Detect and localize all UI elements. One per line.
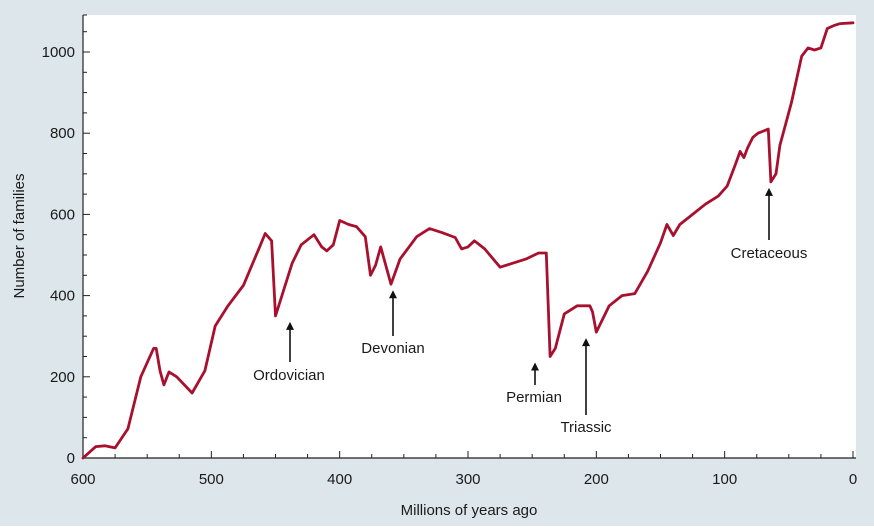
x-tick-label: 600 — [70, 471, 95, 488]
annotation-label: Triassic — [560, 419, 612, 436]
series-layer — [81, 21, 855, 460]
annotations: Ordovician Devonian Permian Triassic Cretace… — [253, 187, 808, 436]
x-tick-label: 100 — [712, 471, 737, 488]
x-tick-label: 400 — [327, 471, 352, 488]
x-tick-label: 300 — [455, 471, 480, 488]
annotation-label: Ordovician — [253, 367, 325, 384]
annotation-arrow-head — [286, 321, 294, 330]
annotation-arrow-head — [531, 362, 539, 371]
annotation-label: Permian — [506, 389, 562, 406]
y-tick-label: 0 — [67, 450, 75, 467]
annotation-label: Devonian — [361, 340, 424, 357]
plot-area — [83, 15, 856, 458]
y-tick-label: 600 — [50, 206, 75, 223]
y-tick-label: 800 — [50, 125, 75, 142]
y-tick-label: 200 — [50, 369, 75, 386]
annotation-arrow-head — [582, 338, 590, 347]
y-tick-label: 1000 — [42, 44, 75, 61]
y-axis-title: Number of families — [11, 173, 28, 298]
annotation-arrow-head — [389, 290, 397, 299]
annotation-arrow-head — [765, 187, 773, 196]
x-tick-label: 0 — [849, 471, 857, 488]
series-line — [81, 21, 855, 460]
x-tick-label: 200 — [584, 471, 609, 488]
annotation-label: Cretaceous — [731, 245, 808, 262]
y-tick-label: 400 — [50, 288, 75, 305]
x-tick-label: 500 — [199, 471, 224, 488]
x-axis-title: Millions of years ago — [401, 502, 538, 519]
